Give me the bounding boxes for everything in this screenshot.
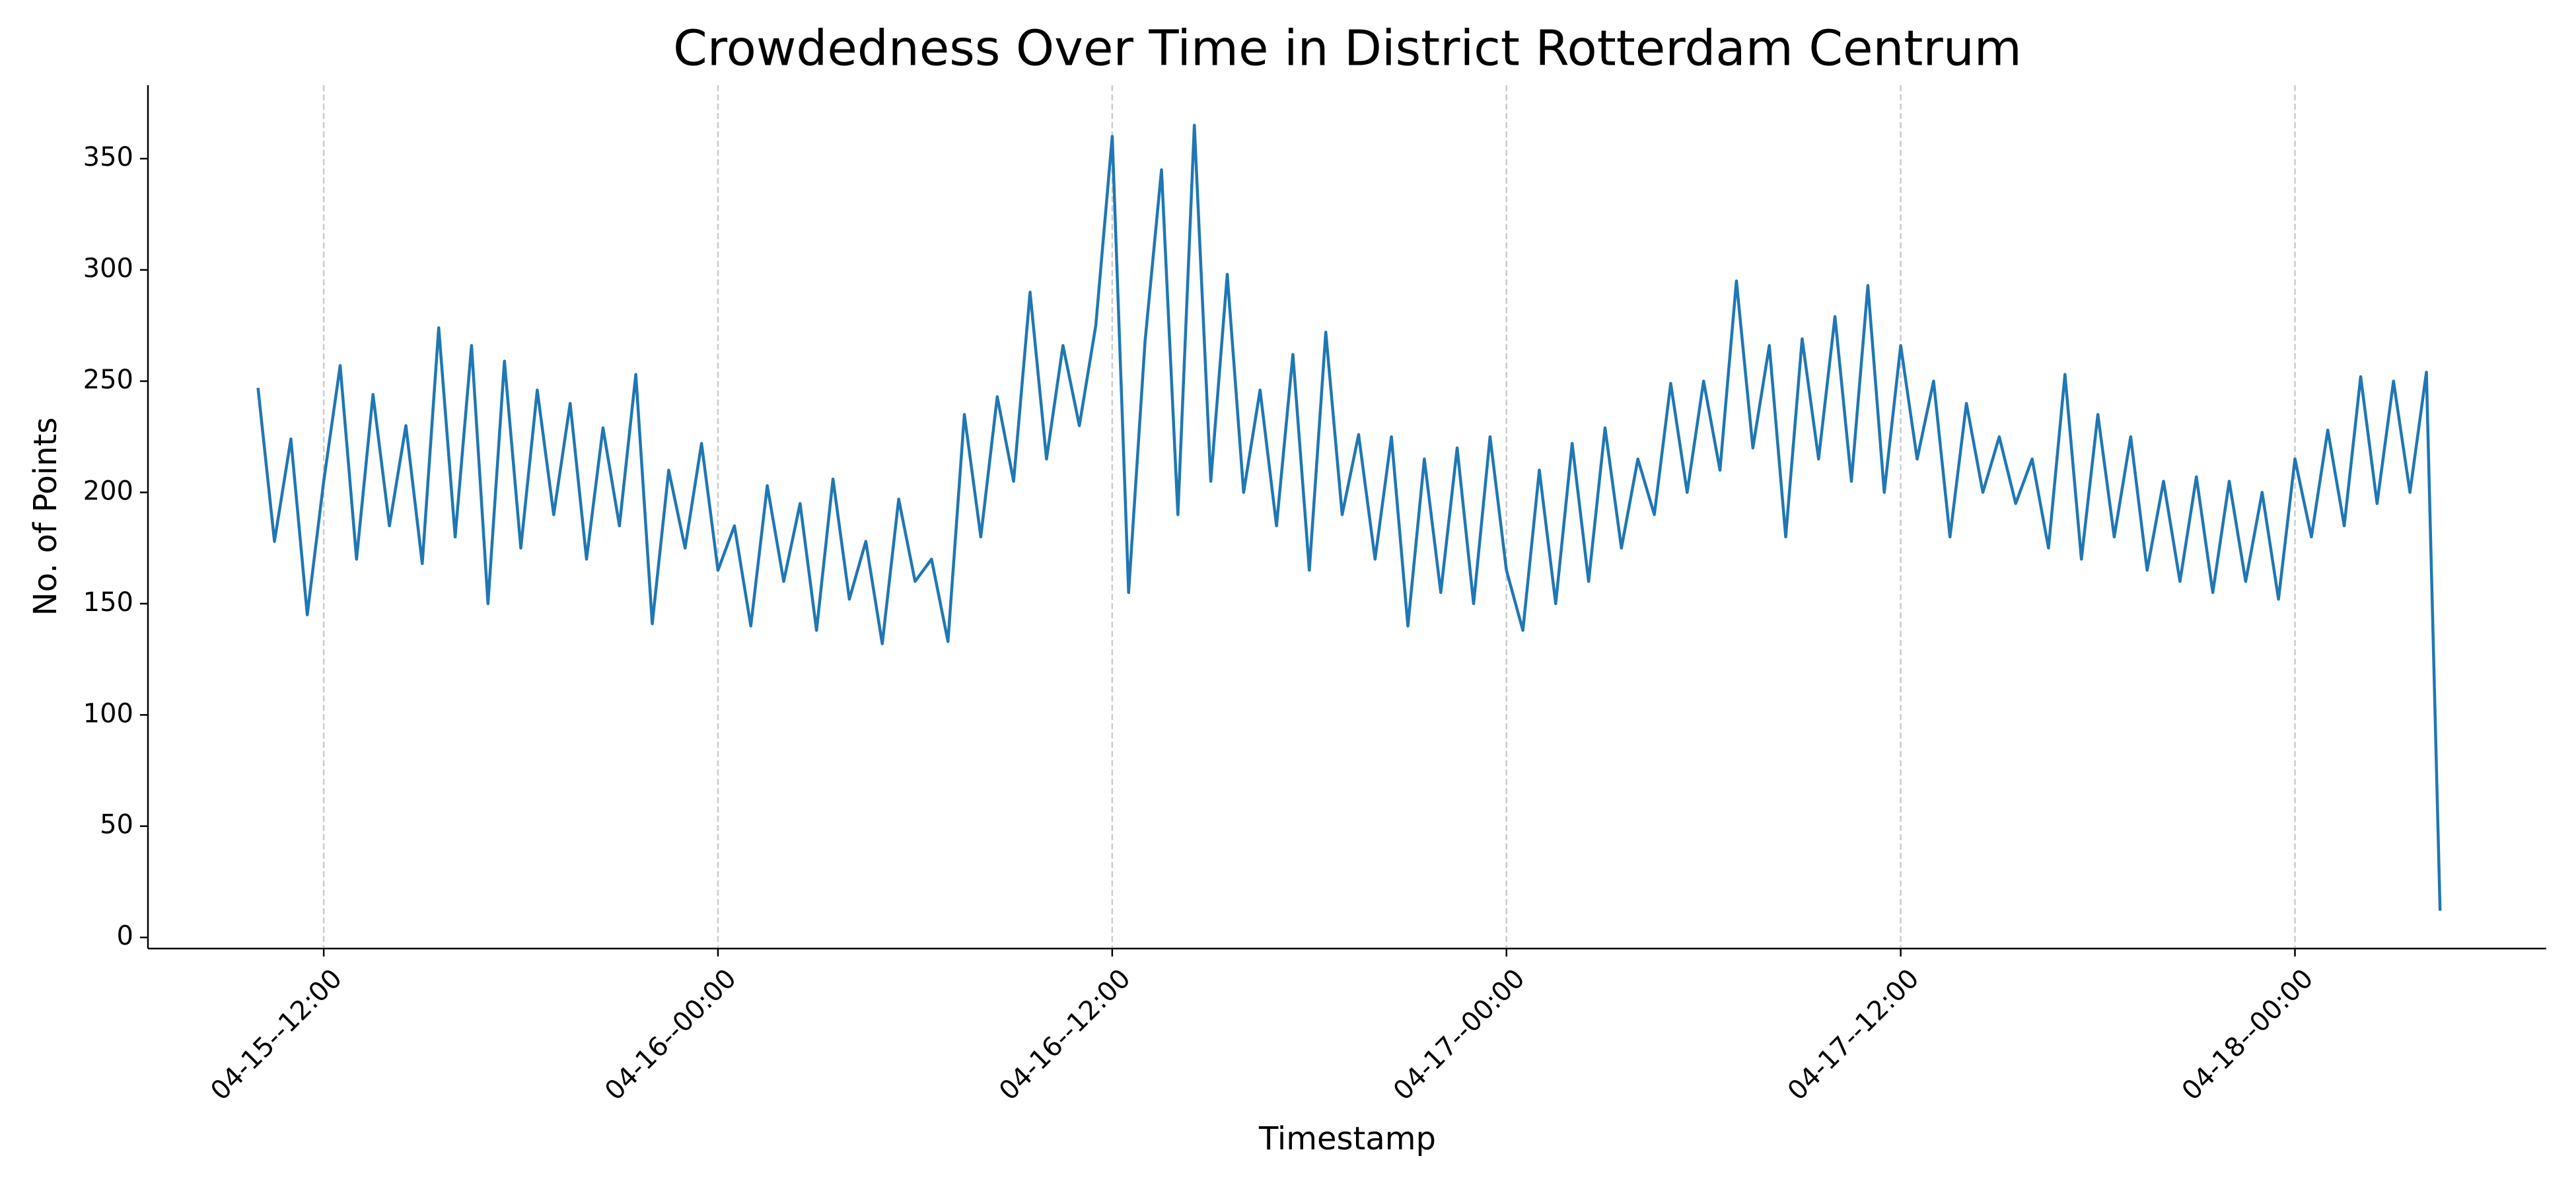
x-tick-label: 04-17--12:00: [1782, 963, 1925, 1106]
chart-title: Crowdedness Over Time in District Rotter…: [673, 20, 2022, 77]
x-tick-label: 04-16--12:00: [993, 963, 1137, 1106]
y-tick-label: 300: [83, 254, 133, 284]
x-tick-label: 04-16--00:00: [599, 963, 742, 1106]
x-tick-label: 04-18--00:00: [2176, 963, 2320, 1106]
y-tick-label: 200: [83, 476, 133, 506]
y-tick-label: 350: [83, 142, 133, 172]
x-tick-label: 04-15--12:00: [205, 963, 348, 1106]
y-tick-label: 50: [100, 810, 133, 840]
y-tick-label: 250: [83, 365, 133, 395]
data-line: [256, 124, 2442, 911]
y-tick-label: 0: [117, 921, 133, 951]
x-tick-label: 04-17--00:00: [1388, 963, 1531, 1106]
y-axis-label: No. of Points: [27, 417, 64, 616]
y-tick-label: 150: [83, 587, 133, 618]
y-tick-label: 100: [83, 698, 133, 729]
x-axis-label: Timestamp: [1258, 1120, 1436, 1157]
